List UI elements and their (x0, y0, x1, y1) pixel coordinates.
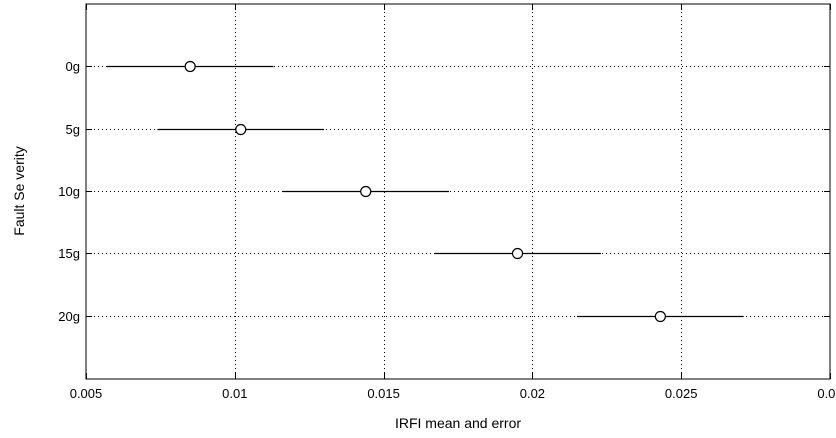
y-tick-label: 0g (66, 59, 80, 74)
mean-marker (235, 123, 247, 136)
tick-labels: 0.005 0.01 0.015 0.02 0.025 0.03 0g 5g 10g 15g 20g (58, 59, 836, 401)
mean-marker (654, 310, 666, 323)
y-tick-label: 5g (66, 122, 80, 137)
x-tick-label: 0.01 (222, 386, 247, 401)
x-tick-label: 0.03 (817, 386, 836, 401)
x-axis-label: IRFI mean and error (395, 415, 521, 431)
mean-marker (511, 247, 524, 260)
data-marks (106, 60, 744, 323)
x-tick-label: 0.015 (367, 386, 400, 401)
axis-ticks (86, 4, 831, 379)
mean-marker (360, 185, 372, 198)
y-tick-label: 15g (58, 246, 80, 261)
y-tick-label: 20g (58, 309, 80, 324)
y-axis-label: Fault Se verity (11, 146, 27, 235)
y-tick-label: 10g (58, 184, 80, 199)
mean-marker (184, 60, 196, 73)
x-tick-label: 0.005 (70, 386, 103, 401)
x-tick-label: 0.02 (520, 386, 545, 401)
x-tick-label: 0.025 (665, 386, 698, 401)
